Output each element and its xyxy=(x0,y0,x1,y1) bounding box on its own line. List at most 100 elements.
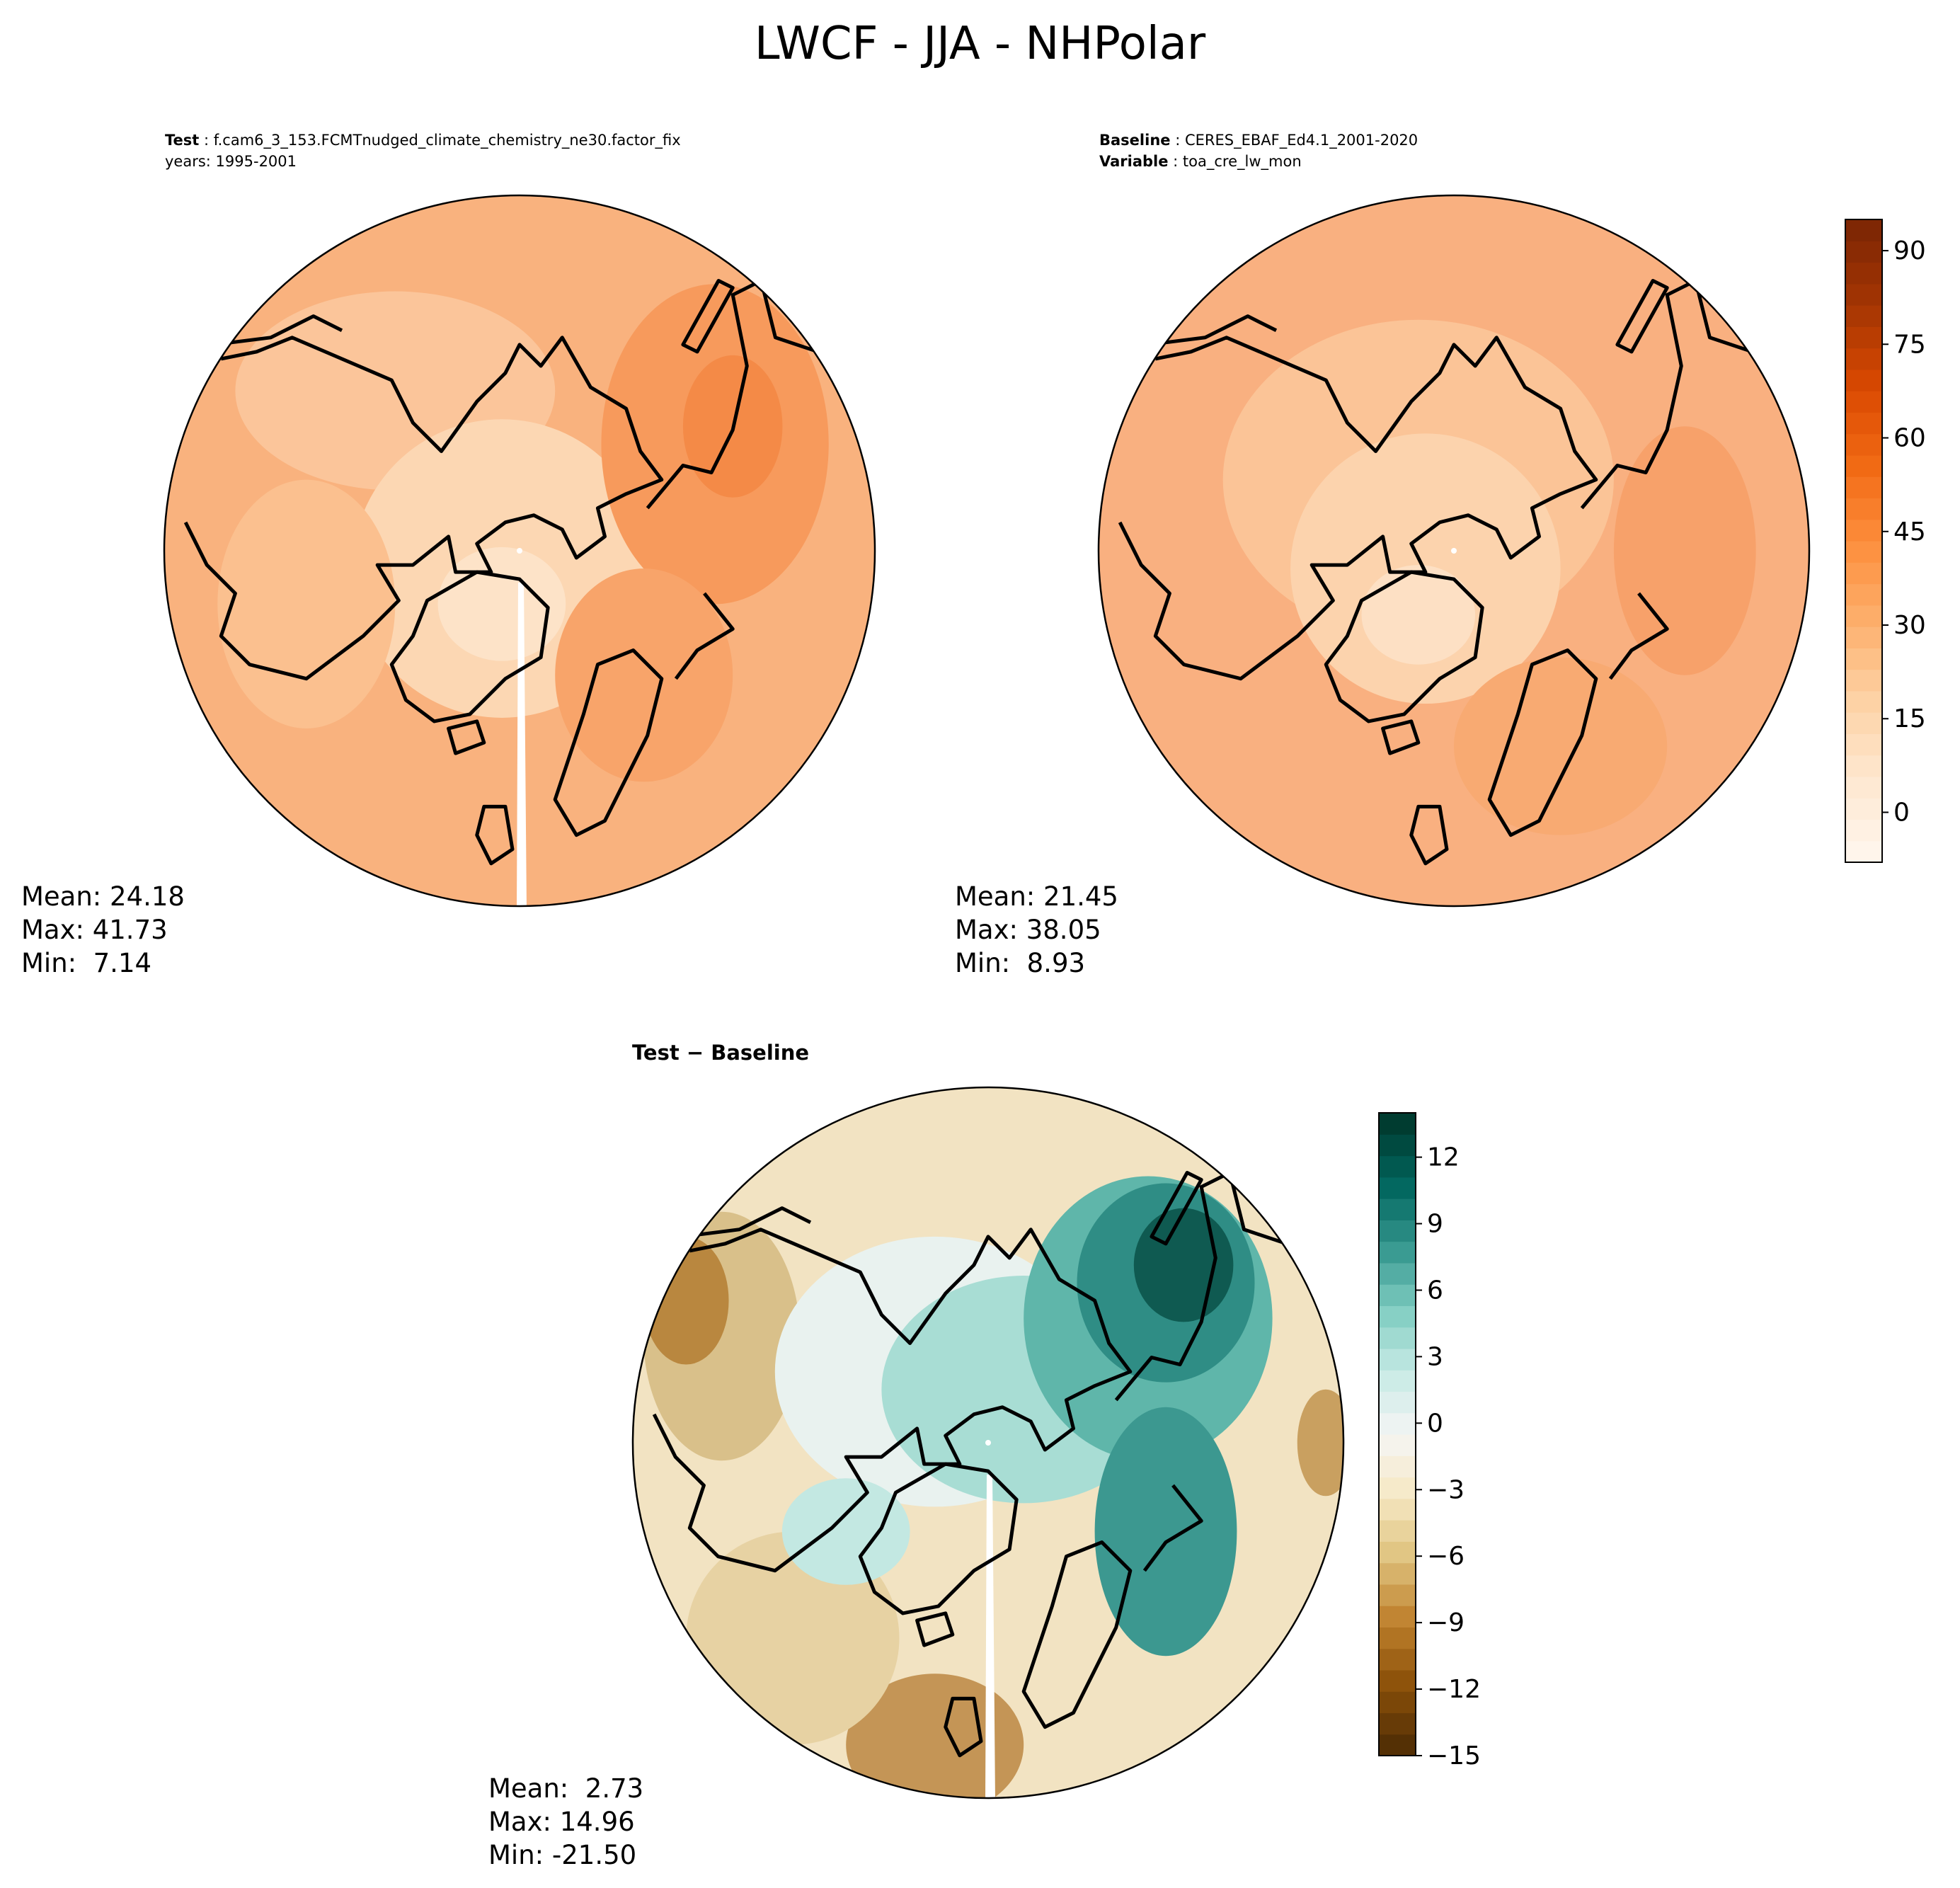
colorbar-diff-tick-label: 0 xyxy=(1427,1409,1443,1438)
colorbar-top-tick-label: 60 xyxy=(1893,424,1926,453)
coastline xyxy=(646,278,855,510)
diff-mean: Mean: 2.73 xyxy=(488,1773,644,1804)
coastline xyxy=(1615,278,1669,354)
colorbar-diff-segment xyxy=(1379,1220,1416,1242)
colorbar-diff-segment xyxy=(1379,1477,1416,1499)
baseline-stats: Mean: 21.45 Max: 38.05 Min: 8.93 xyxy=(955,880,1118,980)
colorbar-top-tick-label: 90 xyxy=(1893,236,1926,265)
test-map-map-border xyxy=(163,194,876,908)
coastline xyxy=(1114,1170,1324,1402)
colorbar-top-segment xyxy=(1845,498,1882,520)
colorbar-diff-segment xyxy=(1379,1391,1416,1414)
colorbar-diff-segment xyxy=(1379,1691,1416,1714)
colorbar-top-tick-label: 0 xyxy=(1893,798,1910,827)
coastline xyxy=(1608,592,1669,680)
diff-map-field-region xyxy=(1297,1389,1343,1497)
colorbar-diff-segment xyxy=(1379,1734,1416,1756)
colorbar-top-segment xyxy=(1845,476,1882,499)
coastline xyxy=(681,278,735,354)
colorbar-top-segment xyxy=(1845,712,1882,734)
colorbar-top-segment xyxy=(1845,605,1882,627)
diff-stats: Mean: 2.73 Max: 14.96 Min: -21.50 xyxy=(488,1772,643,1872)
coastline xyxy=(183,336,664,681)
colorbar-top-segment xyxy=(1845,583,1882,606)
colorbar-top-segment xyxy=(1845,627,1882,648)
baseline-label-value: CERES_EBAF_Ed4.1_2001-2020 xyxy=(1184,132,1419,149)
test-map-pole-marker xyxy=(517,548,522,554)
baseline-max: Max: 38.05 xyxy=(955,915,1101,945)
colorbar-top: 0 15 30 45 60 75 90 xyxy=(1845,219,1926,863)
coastline xyxy=(1381,719,1421,755)
colorbar-diff-segment xyxy=(1379,1370,1416,1392)
coastline xyxy=(1487,648,1598,837)
colorbar-top-segment xyxy=(1845,541,1882,563)
colorbar-top-segment xyxy=(1845,733,1882,756)
baseline-map-field-region xyxy=(1361,565,1476,665)
colorbar-diff-tick-label: 3 xyxy=(1427,1342,1443,1371)
colorbar-top-segment xyxy=(1845,433,1882,456)
colorbar-diff-segment xyxy=(1379,1327,1416,1349)
colorbar-diff-segment xyxy=(1379,1241,1416,1264)
colorbar-top-segment xyxy=(1845,241,1882,263)
colorbar-diff-segment xyxy=(1379,1669,1416,1692)
colorbar-top-segment xyxy=(1845,391,1882,413)
diff-map-missing-data-stripe xyxy=(985,1475,995,1798)
test-map-field-region xyxy=(555,568,733,782)
baseline-label: Baseline : CERES_EBAF_Ed4.1_2001-2020 xyxy=(1099,132,1419,149)
colorbar-top-segment xyxy=(1845,348,1882,370)
coastline xyxy=(858,1462,1019,1615)
diff-map-field-region xyxy=(846,1674,1024,1798)
diff-map-field-region xyxy=(781,1478,910,1585)
baseline-min: Min: 8.93 xyxy=(955,948,1086,978)
coastline xyxy=(915,1611,955,1647)
coastline xyxy=(1580,278,1789,510)
colorbar-top-segment xyxy=(1845,819,1882,842)
colorbar-diff-segment xyxy=(1379,1498,1416,1521)
baseline-mean: Mean: 21.45 xyxy=(955,881,1118,912)
colorbar-top-segment xyxy=(1845,305,1882,327)
baseline-map-map-border xyxy=(1097,194,1811,908)
colorbar-diff-segment xyxy=(1379,1606,1416,1627)
baseline-label-key: Baseline xyxy=(1099,132,1171,149)
colorbar-top-segment xyxy=(1845,326,1882,349)
colorbar-top-segment xyxy=(1845,798,1882,820)
colorbar-top-tick-label: 15 xyxy=(1893,704,1926,733)
diff-map-field-region xyxy=(1094,1407,1237,1657)
colorbar-diff-tick-label: 12 xyxy=(1427,1143,1460,1172)
colorbar-top-segment xyxy=(1845,562,1882,585)
colorbar-diff-segment xyxy=(1379,1262,1416,1285)
colorbar-diff-segment xyxy=(1379,1134,1416,1157)
colorbar-diff-segment xyxy=(1379,1412,1416,1435)
colorbar-diff-segment xyxy=(1379,1177,1416,1199)
test-min: Min: 7.14 xyxy=(21,948,152,978)
colorbar-diff-segment xyxy=(1379,1348,1416,1371)
colorbar-diff-segment xyxy=(1379,1627,1416,1649)
colorbar-top-segment xyxy=(1845,755,1882,777)
coastline xyxy=(447,719,486,755)
baseline-map-field xyxy=(1099,195,1809,906)
colorbar-diff-segment xyxy=(1379,1562,1416,1585)
colorbar-diff-tick-label: −9 xyxy=(1427,1608,1465,1637)
diff-map-coastlines xyxy=(652,1170,1324,1758)
diff-min: Min: -21.50 xyxy=(488,1840,637,1870)
coastline xyxy=(1118,336,1598,681)
diff-map-field-region xyxy=(1133,1208,1234,1322)
test-mean: Mean: 24.18 xyxy=(21,881,185,912)
colorbar-top-segment xyxy=(1845,283,1882,306)
coastline xyxy=(1324,570,1484,723)
coastline xyxy=(1150,1170,1203,1246)
colorbar-top-segment xyxy=(1845,519,1882,542)
coastline xyxy=(1142,1484,1203,1572)
baseline-variable: Variable : toa_cre_lw_mon xyxy=(1099,153,1302,170)
colorbar-diff-tick-label: −15 xyxy=(1427,1741,1481,1770)
colorbar-top-segment xyxy=(1845,776,1882,799)
coastline xyxy=(389,570,550,723)
colorbar-diff-segment xyxy=(1379,1113,1416,1135)
test-label: Test : f.cam6_3_153.FCMTnudged_climate_c… xyxy=(165,132,681,149)
test-max: Max: 41.73 xyxy=(21,915,168,945)
baseline-map-field-region xyxy=(1454,657,1668,835)
colorbar-top-segment xyxy=(1845,262,1882,285)
colorbar-top-segment xyxy=(1845,648,1882,670)
